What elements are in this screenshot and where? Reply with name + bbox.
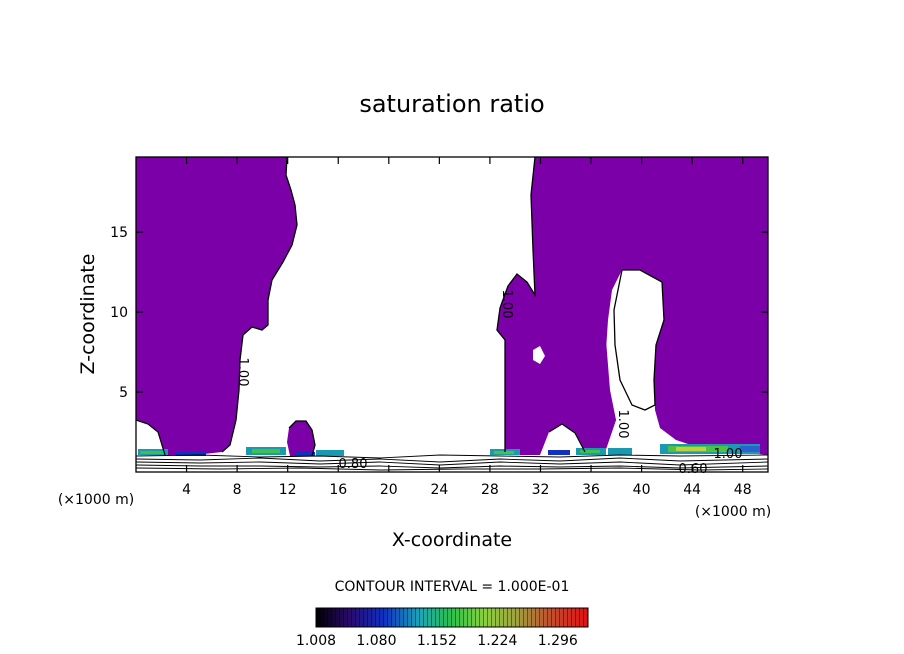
- x-tick-label: 36: [582, 482, 600, 498]
- y-tick-label: 15: [110, 225, 128, 241]
- y-axis-label: Z-coordinate: [77, 254, 99, 375]
- chart-title: saturation ratio: [359, 90, 544, 118]
- x-axis-unit: (×1000 m): [695, 504, 771, 520]
- colorbar: [315, 607, 589, 628]
- x-tick-label: 8: [233, 482, 242, 498]
- y-tick-label: 5: [119, 385, 128, 401]
- contour-label: 1.00: [615, 410, 630, 439]
- colorbar-tick-label: 1.224: [477, 633, 517, 649]
- colorbar-tick-label: 1.296: [538, 633, 578, 649]
- colorbar-tick-label: 1.152: [417, 633, 457, 649]
- x-tick-label: 24: [430, 482, 448, 498]
- y-tick-label: 10: [110, 305, 128, 321]
- plot-area: 1.00 1.00 1.00 0.80 0.60 1.00: [135, 156, 769, 477]
- x-tick-label: 28: [481, 482, 499, 498]
- saturated-patch: [287, 421, 315, 456]
- saturated-region-left: [136, 157, 297, 455]
- x-tick-label: 20: [380, 482, 398, 498]
- x-tick-label: 40: [633, 482, 651, 498]
- contour-label: 0.60: [679, 462, 708, 477]
- surface-contours: [135, 454, 769, 471]
- contour-label: 1.00: [714, 447, 743, 462]
- contour-label: 1.00: [235, 358, 250, 387]
- x-axis-label: X-coordinate: [392, 529, 512, 551]
- x-tick-label: 32: [532, 482, 550, 498]
- saturated-region-center: [497, 157, 616, 455]
- saturated-region-right: [598, 157, 768, 455]
- x-tick-label: 4: [182, 482, 191, 498]
- colorbar-tick-label: 1.080: [356, 633, 396, 649]
- colorbar-tick-label: 1.008: [296, 633, 336, 649]
- contour-label: 1.00: [499, 290, 514, 319]
- contour-label: 0.80: [339, 457, 368, 472]
- x-tick-label: 12: [279, 482, 297, 498]
- x-tick-label: 44: [683, 482, 701, 498]
- x-tick-label: 48: [734, 482, 752, 498]
- plot-frame: [135, 156, 769, 473]
- contour-interval-text: CONTOUR INTERVAL = 1.000E-01: [335, 579, 570, 595]
- y-axis-unit: (×1000 m): [58, 492, 134, 508]
- x-tick-label: 16: [329, 482, 347, 498]
